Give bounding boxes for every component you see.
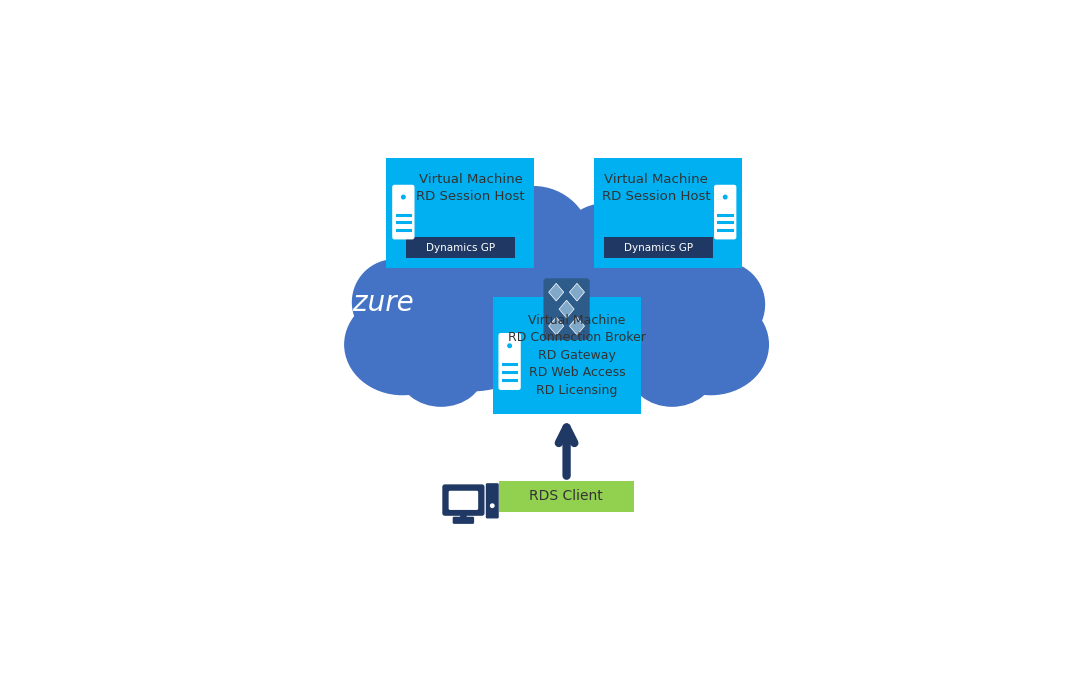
Circle shape <box>402 195 405 199</box>
Polygon shape <box>548 283 564 301</box>
Text: RDS Client: RDS Client <box>529 489 603 503</box>
FancyBboxPatch shape <box>543 278 590 340</box>
Ellipse shape <box>630 337 715 406</box>
FancyBboxPatch shape <box>594 158 742 268</box>
Text: Virtual Machine
RD Session Host: Virtual Machine RD Session Host <box>602 173 710 203</box>
FancyBboxPatch shape <box>392 185 415 240</box>
Text: Virtual Machine
RD Session Host: Virtual Machine RD Session Host <box>416 173 525 203</box>
Ellipse shape <box>503 341 610 410</box>
Ellipse shape <box>353 260 438 344</box>
Ellipse shape <box>408 212 519 323</box>
Ellipse shape <box>476 186 591 302</box>
FancyBboxPatch shape <box>714 185 736 240</box>
Circle shape <box>723 195 727 199</box>
Text: Azure: Azure <box>334 290 415 318</box>
Polygon shape <box>569 283 584 301</box>
FancyBboxPatch shape <box>387 158 534 268</box>
Ellipse shape <box>345 294 460 395</box>
Polygon shape <box>459 513 467 518</box>
FancyBboxPatch shape <box>487 484 498 518</box>
Ellipse shape <box>565 268 718 391</box>
Text: Dynamics GP: Dynamics GP <box>426 242 495 253</box>
Ellipse shape <box>438 245 675 398</box>
Ellipse shape <box>554 204 659 308</box>
Ellipse shape <box>395 268 548 391</box>
FancyBboxPatch shape <box>406 237 515 258</box>
Polygon shape <box>569 317 584 335</box>
FancyBboxPatch shape <box>443 485 483 515</box>
Text: Virtual Machine
RD Connection Broker
RD Gateway
RD Web Access
RD Licensing: Virtual Machine RD Connection Broker RD … <box>508 313 646 397</box>
Ellipse shape <box>624 232 720 327</box>
FancyBboxPatch shape <box>453 518 473 523</box>
Ellipse shape <box>399 337 483 406</box>
Polygon shape <box>548 317 564 335</box>
Circle shape <box>508 344 512 348</box>
Ellipse shape <box>653 294 768 395</box>
Circle shape <box>491 504 494 507</box>
Polygon shape <box>559 301 574 318</box>
FancyBboxPatch shape <box>450 492 478 510</box>
FancyBboxPatch shape <box>498 481 633 512</box>
FancyBboxPatch shape <box>498 333 521 390</box>
FancyBboxPatch shape <box>604 237 712 258</box>
Text: Dynamics GP: Dynamics GP <box>623 242 693 253</box>
Ellipse shape <box>680 262 765 347</box>
FancyBboxPatch shape <box>493 297 641 414</box>
